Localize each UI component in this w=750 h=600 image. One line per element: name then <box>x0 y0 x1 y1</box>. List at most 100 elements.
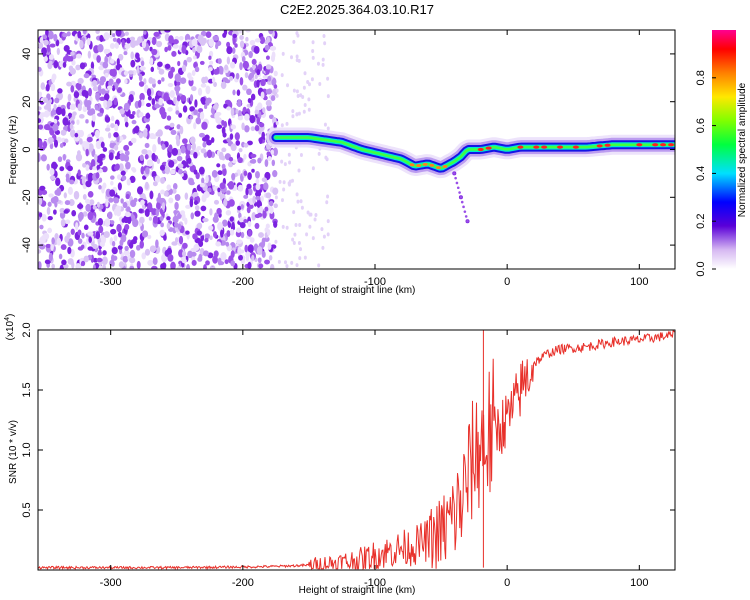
noise-speckle <box>198 132 205 138</box>
noise-speckle <box>101 165 108 173</box>
noise-speckle <box>288 160 292 165</box>
noise-speckle <box>168 160 175 168</box>
noise-speckle <box>120 170 126 176</box>
noise-speckle <box>177 163 184 169</box>
noise-speckle <box>223 121 228 128</box>
noise-speckle <box>141 252 147 260</box>
noise-speckle <box>243 142 249 148</box>
noise-speckle <box>173 96 177 105</box>
noise-speckle <box>40 82 46 90</box>
noise-speckle <box>157 61 163 68</box>
noise-speckle <box>282 180 286 185</box>
noise-speckle <box>129 265 135 269</box>
noise-speckle <box>178 168 183 175</box>
noise-speckle <box>38 124 44 130</box>
colorbar-tick-label: 0.8 <box>695 70 707 85</box>
noise-speckle <box>191 259 197 266</box>
noise-speckle <box>110 115 115 122</box>
noise-speckle <box>297 241 301 246</box>
signal-hotspot <box>572 145 579 149</box>
noise-speckle <box>155 208 160 217</box>
noise-speckle <box>273 220 278 228</box>
noise-speckle <box>98 136 104 142</box>
y-tick-label: 2.0 <box>21 322 33 337</box>
noise-speckle <box>93 153 98 163</box>
noise-speckle <box>47 227 53 234</box>
noise-speckle <box>191 70 196 77</box>
noise-speckle <box>109 189 116 197</box>
noise-speckle <box>160 177 166 184</box>
noise-speckle <box>292 39 296 44</box>
noise-speckle <box>113 197 120 204</box>
noise-speckle <box>285 225 289 230</box>
noise-speckle <box>286 83 290 88</box>
snr-x-ticks: -300 -200 -100 0 100 <box>100 330 648 589</box>
noise-speckle <box>261 177 268 183</box>
noise-speckle <box>237 116 244 121</box>
noise-speckle <box>83 73 90 79</box>
noise-speckle <box>255 170 260 179</box>
noise-speckle <box>217 170 223 176</box>
noise-speckle <box>247 140 253 146</box>
noise-speckle <box>196 230 202 236</box>
noise-speckle <box>254 74 258 80</box>
noise-speckle <box>199 60 205 65</box>
noise-speckle <box>174 73 181 82</box>
noise-speckle <box>51 161 58 171</box>
signal-hotspot <box>477 147 484 152</box>
noise-speckle <box>169 90 175 98</box>
noise-speckle <box>226 41 231 48</box>
noise-speckle <box>52 196 59 204</box>
noise-speckle <box>223 198 228 207</box>
noise-speckle <box>231 221 235 230</box>
noise-speckle <box>160 263 165 269</box>
noise-speckle <box>163 234 167 241</box>
noise-speckle <box>203 190 210 199</box>
noise-speckle <box>70 228 75 235</box>
noise-speckle <box>233 185 237 191</box>
noise-speckle <box>213 199 220 205</box>
noise-speckle <box>132 110 136 115</box>
snr-scale-exponent: 4 <box>4 317 11 321</box>
noise-speckle <box>248 74 253 81</box>
noise-speckle <box>274 195 278 200</box>
noise-speckle <box>118 261 125 268</box>
noise-speckle <box>236 99 242 108</box>
noise-speckle <box>111 240 116 247</box>
colorbar-gradient <box>712 30 736 269</box>
noise-speckle <box>62 32 68 38</box>
noise-speckle <box>326 94 330 99</box>
noise-speckle <box>247 97 252 104</box>
noise-speckle <box>267 242 272 250</box>
noise-speckle <box>129 36 136 41</box>
signal-hotspot <box>409 163 415 167</box>
noise-speckle <box>231 47 236 54</box>
noise-speckle <box>38 42 44 49</box>
noise-speckle <box>99 107 104 115</box>
noise-speckle <box>200 30 207 37</box>
noise-speckle <box>174 193 181 202</box>
x-tick-label: -100 <box>364 577 386 589</box>
noise-speckle <box>220 252 227 261</box>
noise-speckle <box>170 261 176 269</box>
noise-speckle <box>148 216 153 221</box>
noise-speckle <box>95 30 100 35</box>
signal-hotspot <box>660 143 667 147</box>
noise-speckle <box>251 211 256 221</box>
noise-speckle <box>137 99 142 108</box>
noise-speckle <box>53 33 58 42</box>
noise-speckle <box>196 45 203 54</box>
noise-speckle <box>239 34 244 41</box>
noise-speckle <box>39 36 45 44</box>
noise-speckle <box>321 57 325 62</box>
noise-speckle <box>77 169 81 177</box>
noise-speckle <box>273 84 278 89</box>
noise-speckle <box>299 247 303 252</box>
noise-speckle <box>124 121 129 128</box>
noise-speckle <box>228 156 234 162</box>
noise-speckle <box>256 116 261 125</box>
noise-speckle <box>56 187 62 197</box>
noise-speckle <box>205 31 212 38</box>
noise-speckle <box>50 242 54 252</box>
